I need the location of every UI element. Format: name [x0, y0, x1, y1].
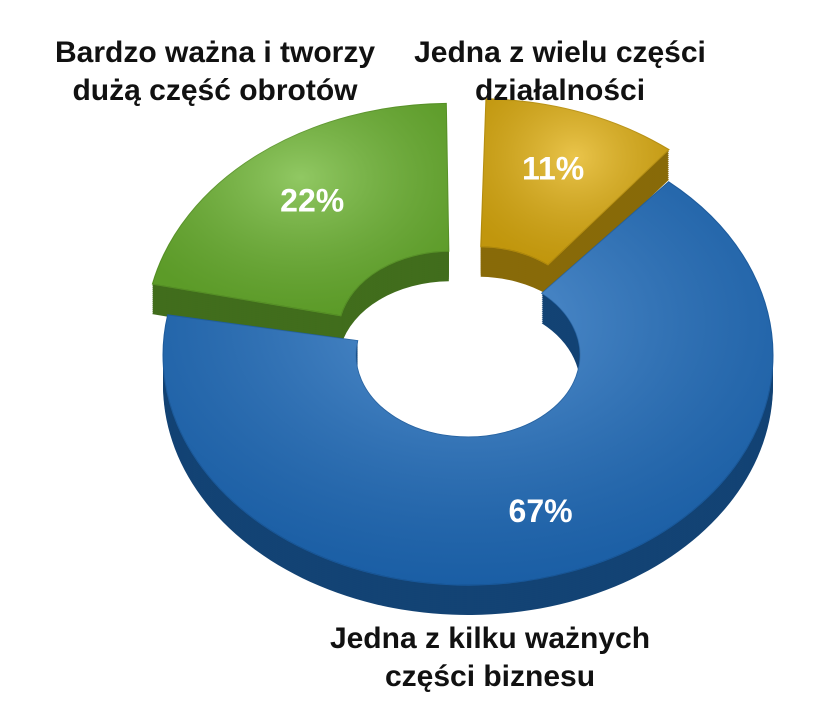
category-label: Jedna z kilku ważnych części biznesu	[329, 622, 651, 693]
slice-shade	[152, 103, 449, 316]
category-label: Jedna z wielu części działalności	[414, 36, 706, 107]
slice-shade	[480, 98, 670, 265]
value-label: 22%	[280, 183, 344, 219]
category-label: Bardzo ważna i tworzy dużą część obrotów	[54, 36, 376, 107]
value-label: 67%	[509, 493, 573, 529]
value-label: 11%	[522, 151, 584, 187]
slice-shade	[163, 181, 774, 585]
